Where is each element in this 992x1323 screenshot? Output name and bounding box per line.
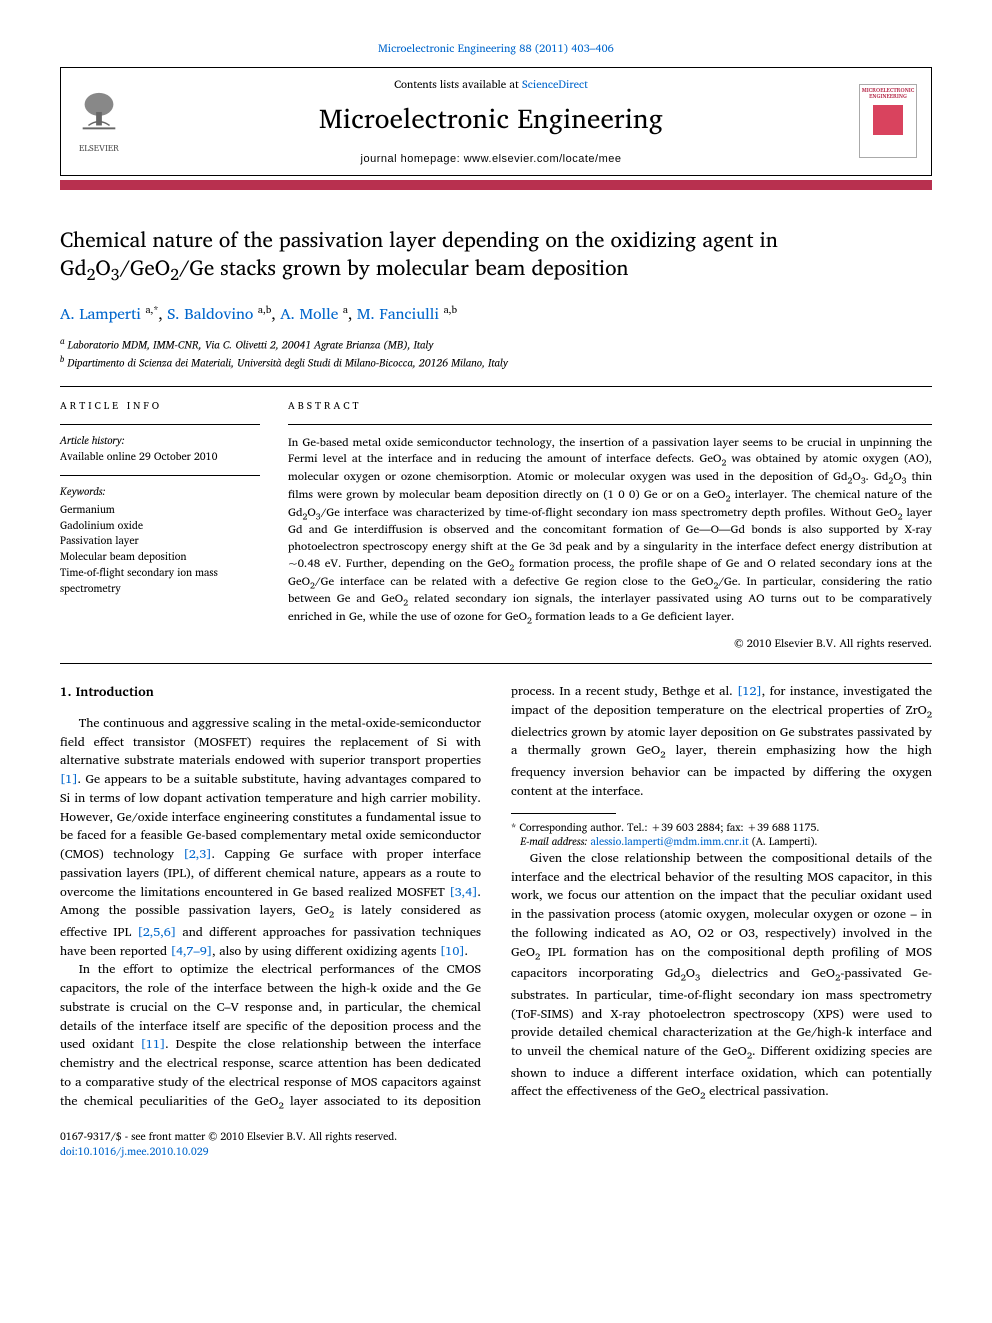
- body-paragraph: Given the close relationship between the…: [511, 849, 932, 1104]
- journal-cover-thumb: MICROELECTRONIC ENGINEERING: [859, 84, 917, 158]
- publisher-logo: ELSEVIER: [75, 89, 123, 155]
- footnotes: * Corresponding author. Tel.: +39 603 28…: [511, 820, 932, 849]
- history-label: Article history:: [60, 433, 260, 449]
- accent-bar: [60, 180, 932, 190]
- author-list: A. Lamperti a,*, S. Baldovino a,b, A. Mo…: [60, 302, 932, 325]
- footer-bar: 0167-9317/$ - see front matter © 2010 El…: [60, 1129, 932, 1158]
- affiliations: a Laboratorio MDM, IMM-CNR, Via C. Olive…: [60, 335, 932, 372]
- abstract: abstract In Ge-based metal oxide semicon…: [288, 399, 932, 652]
- cover-block-icon: [873, 105, 903, 135]
- section-heading: 1. Introduction: [60, 682, 481, 702]
- journal-header: ELSEVIER Contents lists available at Sci…: [60, 67, 932, 177]
- history-line: Available online 29 October 2010: [60, 449, 260, 465]
- abstract-label: abstract: [288, 399, 932, 414]
- publisher-name: ELSEVIER: [79, 141, 119, 155]
- sciencedirect-link[interactable]: ScienceDirect: [522, 75, 588, 93]
- journal-ref: Microelectronic Engineering 88 (2011) 40…: [60, 40, 932, 57]
- elsevier-tree-icon: [75, 89, 123, 137]
- email-line: E-mail address: alessio.lamperti@mdm.imm…: [511, 834, 932, 849]
- journal-title: Microelectronic Engineering: [123, 98, 859, 139]
- article-info: article info Article history: Available …: [60, 399, 260, 652]
- doi-link[interactable]: doi:10.1016/j.mee.2010.10.029: [60, 1142, 209, 1160]
- article-info-label: article info: [60, 399, 260, 414]
- affiliation-b: b Dipartimento di Scienza dei Materiali,…: [60, 353, 932, 371]
- body-paragraph: The continuous and aggressive scaling in…: [60, 714, 481, 961]
- keywords-list: Germanium Gadolinium oxide Passivation l…: [60, 502, 260, 597]
- article-title: Chemical nature of the passivation layer…: [60, 226, 932, 286]
- abstract-copyright: © 2010 Elsevier B.V. All rights reserved…: [288, 635, 932, 652]
- affiliation-a: a Laboratorio MDM, IMM-CNR, Via C. Olive…: [60, 335, 932, 353]
- article-body: 1. Introduction The continuous and aggre…: [60, 682, 932, 1113]
- keyword: Time-of-flight secondary ion mass spectr…: [60, 565, 260, 597]
- cover-text: MICROELECTRONIC ENGINEERING: [862, 88, 915, 99]
- journal-homepage: journal homepage: www.elsevier.com/locat…: [123, 151, 859, 168]
- keywords-label: Keywords:: [60, 484, 260, 500]
- contents-available: Contents lists available at ScienceDirec…: [123, 76, 859, 93]
- journal-ref-link[interactable]: Microelectronic Engineering 88 (2011) 40…: [378, 39, 614, 57]
- abstract-text: In Ge-based metal oxide semiconductor te…: [288, 435, 932, 627]
